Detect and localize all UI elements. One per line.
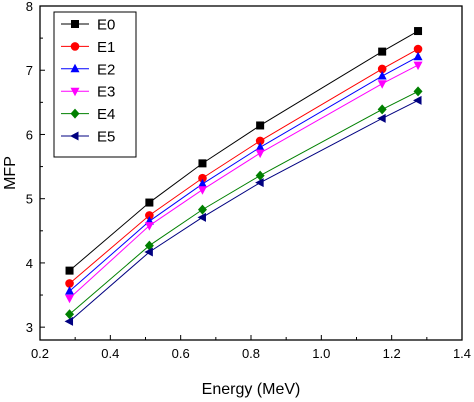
data-point-e3: [65, 294, 75, 304]
series-e1: [65, 44, 423, 288]
legend-label: E5: [97, 129, 115, 146]
data-point-e2: [413, 51, 423, 61]
x-axis-title: Energy (MeV): [202, 381, 301, 398]
tick-layer: 0.2 0.4 0.6 0.8 1.0 1.2 1.4 3 4 5 6 7 8: [26, 0, 471, 361]
data-point-e1: [255, 136, 265, 146]
data-point-e1: [198, 173, 207, 183]
data-point-e0: [414, 27, 423, 36]
x-tick-label: 1.4: [453, 346, 471, 361]
legend-marker: [71, 20, 79, 28]
data-point-e2: [377, 71, 387, 80]
y-tick-label: 3: [26, 320, 33, 335]
legend-item: E4: [61, 106, 115, 123]
data-point-e2: [65, 286, 75, 295]
data-point-e0: [145, 198, 154, 207]
legend-item: E1: [61, 39, 115, 56]
x-tick-label: 0.6: [172, 346, 190, 361]
series-e4: [65, 86, 423, 320]
x-tick-label: 1.2: [383, 346, 401, 361]
data-point-e5: [64, 316, 74, 326]
data-point-e1: [145, 211, 154, 220]
x-tick-label: 0.8: [242, 346, 260, 361]
legend-label: E0: [97, 17, 115, 34]
series-line-e4: [69, 90, 419, 315]
data-point-e1: [413, 44, 423, 54]
data-point-e5: [255, 178, 264, 188]
legend-item: E0: [61, 17, 115, 34]
legend-label: E4: [97, 106, 115, 123]
legend-marker: [70, 108, 80, 119]
data-point-e0: [198, 159, 207, 168]
legend-label: E2: [97, 61, 115, 78]
series-line-e3: [69, 64, 419, 299]
data-point-e4: [197, 204, 207, 215]
data-point-e1: [65, 279, 74, 288]
series-line-e0: [69, 30, 419, 272]
data-point-e4: [377, 104, 387, 115]
data-point-e2: [197, 178, 207, 188]
legend: E0 E1 E2 E3 E4 E5: [53, 11, 137, 158]
y-tick-label: 7: [26, 63, 33, 78]
data-point-e3: [413, 61, 423, 71]
y-tick-label: 6: [26, 127, 33, 142]
series-line-e5: [69, 99, 419, 322]
x-tick-label: 0.4: [101, 346, 119, 361]
data-point-e5: [413, 95, 422, 105]
legend-marker: [70, 63, 80, 73]
data-point-e4: [255, 170, 265, 181]
legend-item: E3: [61, 84, 115, 101]
data-point-e0: [65, 266, 74, 275]
series-line-e1: [69, 48, 419, 284]
data-point-e3: [144, 222, 154, 231]
legend-item: E2: [61, 61, 115, 78]
legend-marker: [70, 87, 80, 97]
legend-label: E1: [97, 39, 115, 56]
data-point-e3: [377, 80, 387, 89]
legend-marker: [70, 131, 79, 141]
data-point-e5: [377, 113, 386, 123]
data-point-e0: [256, 121, 265, 130]
data-point-e1: [377, 64, 387, 74]
y-tick-label: 8: [26, 0, 33, 14]
y-axis-title: MFP: [2, 156, 19, 190]
x-tick-label: 1.0: [312, 346, 330, 361]
data-point-e3: [197, 186, 207, 195]
y-tick-label: 4: [26, 256, 33, 271]
y-tick-label: 5: [26, 192, 33, 207]
legend-item: E5: [61, 129, 115, 146]
legend-label: E3: [97, 84, 115, 101]
data-point-e3: [255, 149, 265, 159]
series-layer: [64, 27, 423, 326]
data-point-e4: [144, 240, 154, 251]
data-point-e2: [255, 142, 265, 151]
legend-box: [53, 11, 137, 158]
series-e3: [65, 61, 423, 304]
data-point-e5: [197, 212, 206, 222]
data-point-e5: [144, 247, 153, 257]
series-e0: [65, 27, 423, 275]
data-point-e4: [65, 309, 75, 320]
x-tick-label: 0.2: [31, 346, 49, 361]
data-point-e4: [413, 86, 423, 97]
series-line-e2: [69, 56, 419, 292]
legend-marker: [70, 42, 80, 51]
data-point-e0: [378, 47, 387, 56]
series-e5: [64, 95, 422, 326]
